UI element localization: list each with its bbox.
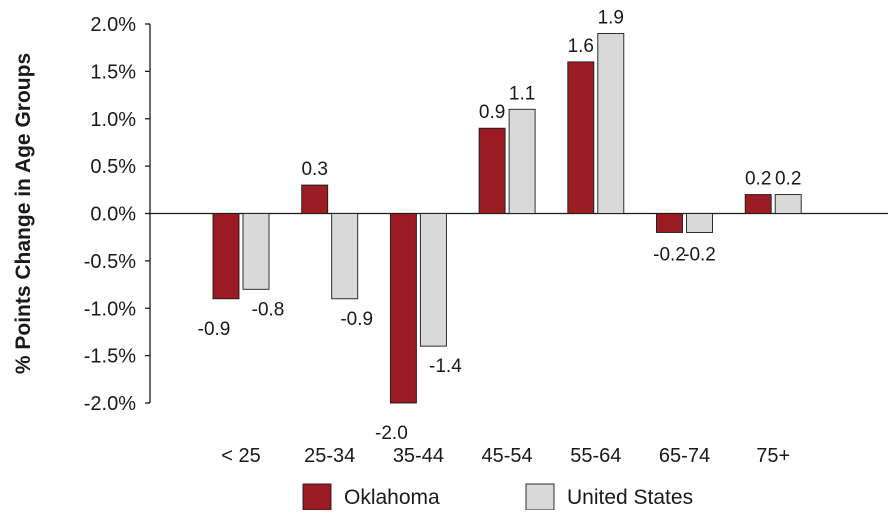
data-label: 0.9 xyxy=(479,102,505,123)
category-label: 25-34 xyxy=(304,445,355,467)
bar-oklahoma xyxy=(656,213,683,233)
legend-swatch-united-states xyxy=(525,483,555,511)
y-tick-label: -2.0% xyxy=(84,393,136,415)
y-tick-label: -1.5% xyxy=(84,346,136,368)
category-label: 55-64 xyxy=(570,445,621,467)
bar-oklahoma xyxy=(389,213,417,404)
bar-united-states xyxy=(597,33,625,214)
data-label: 1.1 xyxy=(509,83,535,104)
y-axis-title-group: % Points Change in Age Groups xyxy=(12,53,35,374)
data-label: 0.2 xyxy=(775,169,801,190)
bar-united-states xyxy=(242,213,270,290)
bar-oklahoma xyxy=(301,184,329,214)
data-label: -0.9 xyxy=(340,309,373,330)
category-label: 65-74 xyxy=(659,445,710,467)
data-label: 0.2 xyxy=(745,169,771,190)
data-label: 0.3 xyxy=(301,159,327,180)
y-tick-label: 0.5% xyxy=(90,156,136,178)
data-label: -0.2 xyxy=(653,244,686,265)
data-label: -1.4 xyxy=(429,356,462,377)
data-label: 1.9 xyxy=(598,7,624,28)
bar-oklahoma xyxy=(567,61,595,214)
data-label: -2.0 xyxy=(375,423,408,444)
legend-label-oklahoma: Oklahoma xyxy=(344,486,440,509)
axes: 2.0% 1.5% 1.0% 0.5% 0.0% -0.5% -1.0% -1.5% -2.0% xyxy=(84,14,888,415)
legend-label-united-states: United States xyxy=(567,486,693,509)
bars xyxy=(212,33,802,404)
category-label: 75+ xyxy=(756,445,790,467)
y-tick-label: 0.0% xyxy=(90,204,136,226)
legend: Oklahoma United States xyxy=(302,483,693,511)
y-tick-label: -1.0% xyxy=(84,298,136,320)
data-label: 1.6 xyxy=(568,36,594,57)
bar-oklahoma xyxy=(478,127,506,214)
y-tick-label: 2.0% xyxy=(90,14,136,36)
y-tick-label: 1.5% xyxy=(90,61,136,83)
bar-united-states xyxy=(331,213,359,300)
y-tick-label: -0.5% xyxy=(84,251,136,273)
bar-united-states xyxy=(774,194,802,214)
category-label: 45-54 xyxy=(482,445,533,467)
category-labels: < 25 25-34 35-44 45-54 55-64 65-74 75+ xyxy=(221,445,790,467)
y-tick-label: 1.0% xyxy=(90,109,136,131)
data-label: -0.9 xyxy=(198,319,231,340)
category-label: 35-44 xyxy=(393,445,444,467)
data-label: -0.2 xyxy=(683,244,716,265)
bar-oklahoma xyxy=(744,194,772,214)
bar-united-states xyxy=(419,213,447,347)
bar-oklahoma xyxy=(212,213,240,300)
y-axis-title: % Points Change in Age Groups xyxy=(12,53,35,374)
legend-swatch-oklahoma xyxy=(302,483,332,511)
data-labels: -0.9 -0.8 0.3 -0.9 -2.0 -1.4 0.91.1 1.61.9 -0.2-… xyxy=(198,7,802,444)
category-label: < 25 xyxy=(221,445,260,467)
data-label: -0.8 xyxy=(252,299,285,320)
bar-united-states xyxy=(508,108,536,214)
bar-united-states xyxy=(686,213,713,233)
